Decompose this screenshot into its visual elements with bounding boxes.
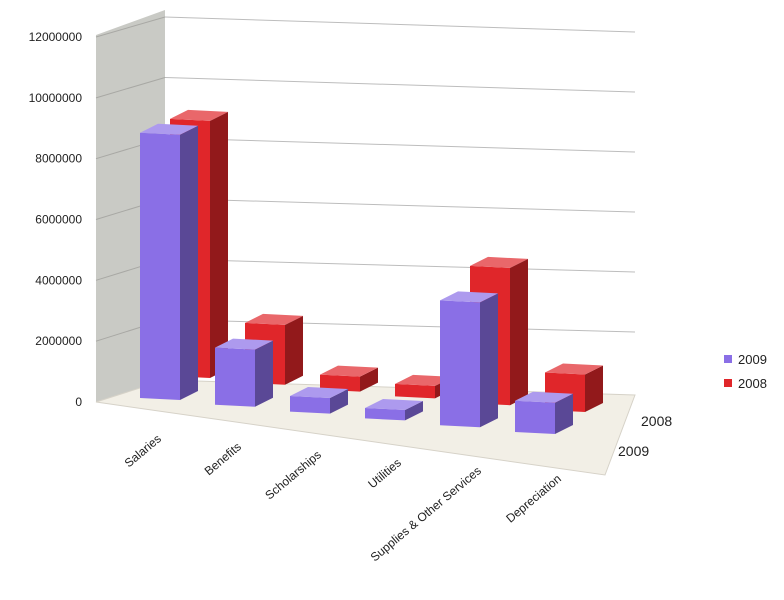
legend-label-2009: 2009	[738, 352, 767, 367]
gridline	[165, 17, 635, 32]
legend-swatch-2009	[724, 355, 732, 363]
y-tick-label: 0	[75, 395, 82, 409]
x-tick-label: Scholarships	[262, 448, 324, 503]
y-tick-label: 6000000	[35, 213, 82, 227]
y-axis-ticks: 12000000 10000000 8000000 6000000 4000000 200…	[29, 30, 83, 409]
x-tick-label: Salaries	[122, 432, 164, 471]
x-tick-label: Benefits	[202, 440, 244, 479]
bar-2009-4	[440, 291, 498, 427]
y-tick-label: 2000000	[35, 334, 82, 348]
depth-axis-label: 2008	[641, 413, 672, 429]
bar-2009-0	[140, 124, 198, 400]
gridline	[165, 320, 635, 333]
legend-swatch-2008	[724, 379, 732, 387]
gridline	[165, 78, 635, 93]
legend-label-2008: 2008	[738, 376, 767, 391]
depth-axis-label: 2009	[618, 443, 649, 459]
y-tick-label: 12000000	[29, 30, 83, 44]
x-tick-label: Depreciation	[503, 472, 564, 526]
legend: 2009 2008	[724, 351, 767, 399]
y-tick-label: 10000000	[29, 91, 83, 105]
gridline	[165, 199, 635, 213]
bar-2009-1	[215, 339, 273, 407]
y-tick-label: 8000000	[35, 152, 82, 166]
y-tick-label: 4000000	[35, 273, 82, 287]
legend-item-2009: 2009	[724, 351, 767, 367]
bar-2009-5	[515, 392, 573, 434]
gridline	[165, 138, 635, 152]
gridline	[165, 259, 635, 272]
x-tick-label: Utilities	[365, 456, 404, 492]
legend-item-2008: 2008	[724, 375, 767, 391]
